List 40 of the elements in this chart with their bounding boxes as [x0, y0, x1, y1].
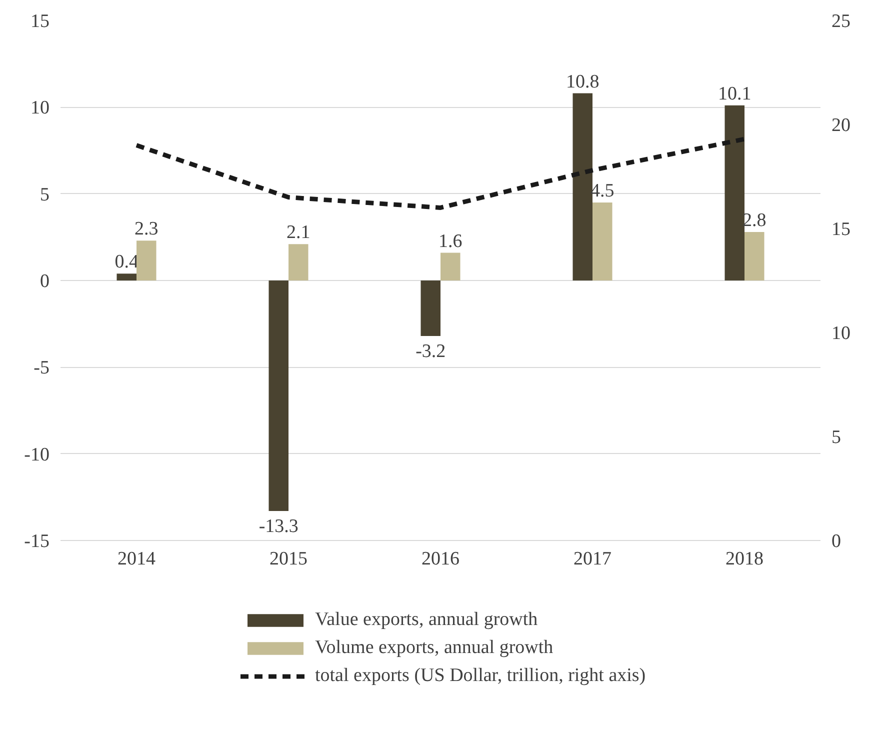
y2-tick-label: 5: [832, 427, 841, 448]
legend-label: Volume exports, annual growth: [315, 637, 554, 659]
bar: [572, 93, 592, 280]
bar: [724, 105, 744, 280]
y-tick-label: -5: [34, 358, 50, 379]
x-tick-label: 2015: [270, 548, 308, 570]
bar: [116, 274, 136, 280]
data-label: 10.1: [718, 83, 752, 104]
data-label: 2.1: [286, 222, 310, 244]
legend-label: Value exports, annual growth: [315, 609, 538, 631]
y-tick-label: 0: [40, 271, 50, 292]
data-label: 0.4: [114, 252, 139, 273]
bar: [744, 232, 764, 280]
x-tick-label: 2016: [422, 548, 460, 570]
bar: [440, 252, 460, 280]
legend-label: total exports (US Dollar, trillion, right axis): [315, 665, 646, 687]
line-series: [134, 136, 747, 210]
y-tick-label: 5: [40, 184, 50, 206]
data-label: -13.3: [258, 516, 298, 538]
y-tick-label: 10: [30, 98, 50, 119]
y2-tick-label: 25: [832, 11, 850, 32]
y2-tick-label: 20: [832, 115, 850, 136]
bar: [420, 280, 440, 336]
y-tick-label: -10: [24, 444, 50, 466]
bar: [592, 202, 612, 280]
data-label: 10.8: [566, 71, 600, 92]
y-tick-label: -15: [24, 531, 50, 552]
x-tick-label: 2018: [726, 548, 764, 570]
x-tick-label: 2017: [574, 548, 612, 570]
bar: [288, 244, 308, 280]
data-label: -3.2: [416, 340, 446, 362]
y2-tick-label: 0: [832, 531, 841, 552]
data-label: 1.6: [438, 230, 462, 252]
y-tick-label: 15: [30, 11, 50, 32]
y2-tick-label: 15: [832, 219, 850, 240]
x-tick-label: 2014: [118, 548, 156, 570]
y2-tick-label: 10: [832, 323, 850, 344]
bar: [268, 280, 288, 512]
bar: [136, 240, 156, 280]
data-label: 2.3: [134, 218, 158, 240]
